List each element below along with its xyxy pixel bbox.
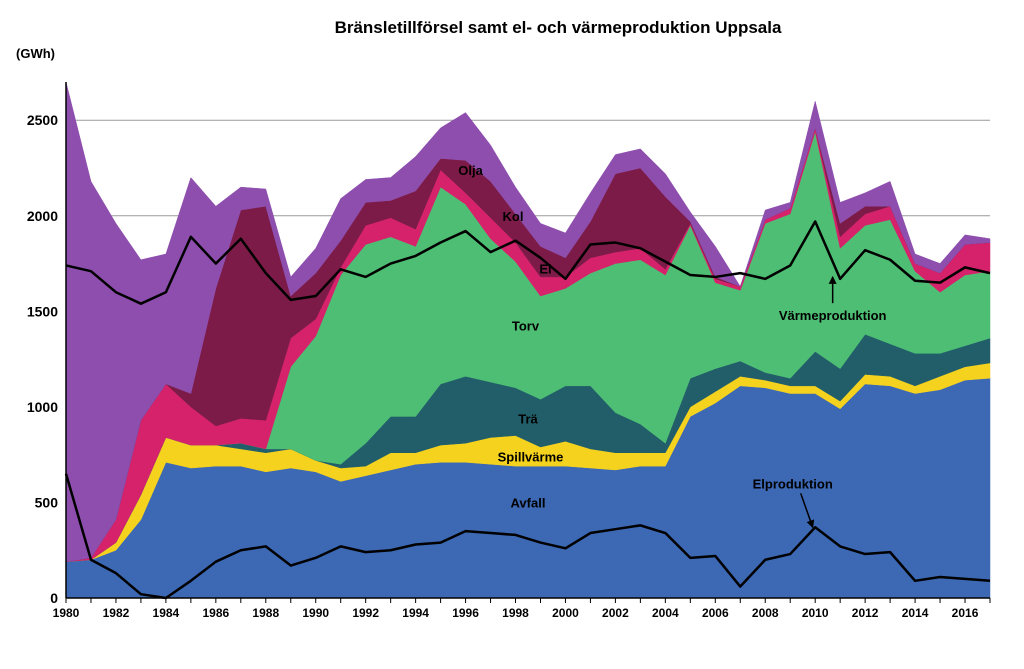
x-tick-label-1998: 1998	[502, 606, 529, 620]
y-tick-label-2000: 2000	[27, 208, 58, 224]
chart-title: Bränsletillförsel samt el- och värmeprod…	[335, 18, 782, 37]
line-v-rmeproduktion	[65, 220, 991, 305]
x-tick-label-1986: 1986	[202, 606, 229, 620]
x-tick-label-2008: 2008	[752, 606, 779, 620]
area-label-kol: Kol	[503, 209, 524, 224]
annotations: Värmeproduktion Elproduktion	[753, 275, 887, 529]
area-olja	[65, 81, 991, 562]
y-tick-label-0: 0	[50, 590, 58, 606]
x-tick-label-1996: 1996	[452, 606, 479, 620]
y-tick-label-1000: 1000	[27, 399, 58, 415]
x-tick-label-1982: 1982	[103, 606, 130, 620]
x-tick-label-2000: 2000	[552, 606, 579, 620]
line-elproduktion	[64, 473, 991, 600]
area-label-spillv-rme: Spillvärme	[498, 450, 564, 465]
area-label-el: El	[539, 261, 551, 276]
x-tick-label-2006: 2006	[702, 606, 729, 620]
area-label-olja: Olja	[458, 163, 483, 178]
production-lines	[64, 220, 991, 600]
y-tick-label-500: 500	[35, 494, 59, 510]
area-label-avfall: Avfall	[511, 495, 546, 510]
x-tick-label-1984: 1984	[153, 606, 180, 620]
annotation-v-rmeproduktion: Värmeproduktion	[779, 308, 887, 323]
area-labels: Olja Kol El Torv Trä Spillvärme Avfall	[458, 163, 563, 511]
x-tick-label-1990: 1990	[302, 606, 329, 620]
annotation-elproduktion: Elproduktion	[753, 476, 833, 491]
axes: 0 500 1000 1500 2000 2500 1980 1982 1984 1986 1988…	[27, 82, 991, 620]
x-tick-label-1992: 1992	[352, 606, 379, 620]
stacked-areas	[65, 81, 991, 599]
x-tick-label-2016: 2016	[952, 606, 979, 620]
x-tick-label-2004: 2004	[652, 606, 679, 620]
x-tick-label-1980: 1980	[53, 606, 80, 620]
x-tick-label-2012: 2012	[852, 606, 879, 620]
y-axis-unit-label: (GWh)	[16, 46, 55, 61]
x-tick-label-1988: 1988	[252, 606, 279, 620]
x-tick-label-2002: 2002	[602, 606, 629, 620]
x-tick-label-2014: 2014	[902, 606, 929, 620]
area-label-torv: Torv	[512, 319, 540, 334]
y-tick-label-1500: 1500	[27, 303, 58, 319]
x-tick-label-1994: 1994	[402, 606, 429, 620]
annotation-arrow-elproduktion	[800, 493, 815, 529]
y-tick-label-2500: 2500	[27, 112, 58, 128]
area-label-tr-: Trä	[518, 411, 538, 426]
x-tick-label-2010: 2010	[802, 606, 829, 620]
